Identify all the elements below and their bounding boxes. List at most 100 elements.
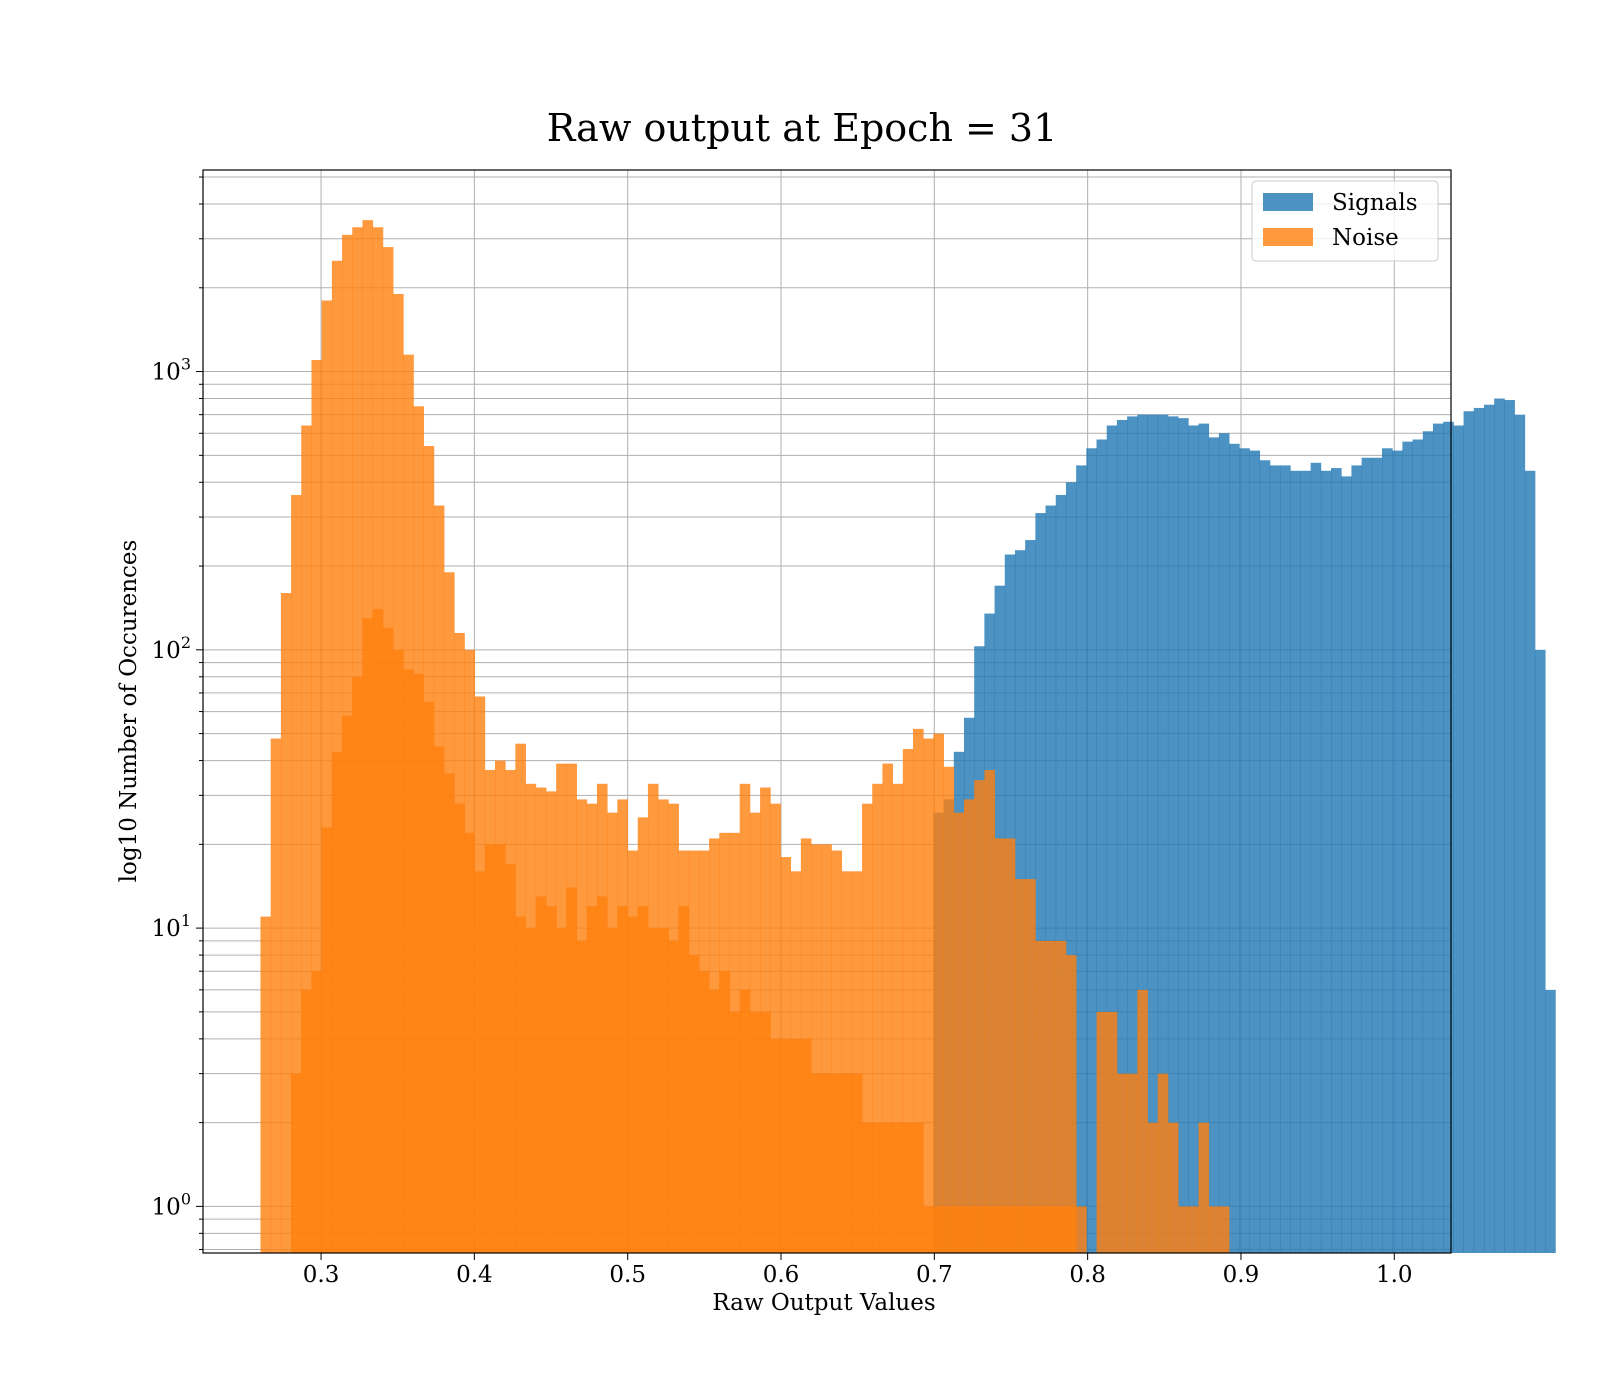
histogram-bar xyxy=(291,495,302,1253)
histogram-bar xyxy=(760,1011,771,1253)
histogram-bar xyxy=(841,1073,853,1253)
histogram-bar xyxy=(749,1011,761,1253)
histogram-bar xyxy=(1351,465,1363,1253)
histogram-bar xyxy=(1178,418,1189,1253)
histogram-bar xyxy=(1422,431,1434,1253)
histogram-bar xyxy=(576,940,588,1253)
histogram-bar xyxy=(637,906,649,1253)
histogram-bar xyxy=(617,906,628,1253)
histogram-bar xyxy=(872,783,883,1253)
histogram-bar xyxy=(1065,1206,1077,1253)
histogram-bar xyxy=(342,715,353,1253)
histogram-bar xyxy=(1025,879,1036,1253)
histogram-bar xyxy=(1290,470,1301,1253)
x-tick-label: 1.0 xyxy=(1376,1262,1413,1288)
histogram-bar xyxy=(1198,423,1210,1253)
histogram-bar xyxy=(464,832,476,1253)
histogram-bar xyxy=(913,728,924,1253)
histogram-bar xyxy=(953,1206,965,1253)
histogram-bar xyxy=(780,1038,792,1253)
histogram-bar xyxy=(321,300,333,1253)
histogram-bar xyxy=(291,1073,302,1253)
histogram-bar xyxy=(331,751,343,1253)
histogram-bar xyxy=(770,803,781,1253)
histogram-bar xyxy=(1035,1206,1046,1253)
histogram-bar xyxy=(943,1206,955,1253)
histogram-bar xyxy=(902,749,914,1253)
histogram-bar xyxy=(851,1073,863,1253)
histogram-bar xyxy=(270,738,282,1253)
histogram-bar xyxy=(851,871,863,1253)
histogram-bar xyxy=(1116,1073,1128,1253)
histogram-bar xyxy=(698,971,710,1253)
histogram-bar xyxy=(311,360,323,1253)
histogram-bar xyxy=(1198,1122,1210,1253)
histogram-bar xyxy=(658,928,669,1253)
legend-label-signals: Signals xyxy=(1332,190,1418,216)
histogram-bar xyxy=(1055,1206,1067,1253)
histogram-bar xyxy=(1167,1122,1179,1253)
legend: Signals Noise xyxy=(1251,180,1439,262)
histogram-bar xyxy=(933,733,944,1253)
histogram-bar xyxy=(933,1206,944,1253)
histogram-bar xyxy=(1167,416,1179,1253)
legend-swatch-noise xyxy=(1263,228,1313,246)
histogram-bar xyxy=(1534,649,1546,1253)
histogram-bar xyxy=(678,906,690,1253)
histogram-bar xyxy=(1504,400,1515,1253)
y-tick-label: 103 xyxy=(152,355,191,386)
histogram-bar xyxy=(474,871,486,1253)
histogram-bar xyxy=(770,1038,781,1253)
histogram-bar xyxy=(1137,414,1148,1253)
histogram-bar xyxy=(352,676,363,1253)
histogram-bar xyxy=(1473,407,1485,1253)
histogram-bar xyxy=(688,955,700,1253)
histogram-bar xyxy=(1331,468,1342,1253)
histogram-bar xyxy=(1392,450,1403,1254)
histogram-bar xyxy=(403,669,414,1253)
histogram-bar xyxy=(301,425,312,1253)
histogram-bar xyxy=(974,780,985,1253)
histogram-bar xyxy=(1035,513,1046,1253)
histogram-bar xyxy=(1096,1011,1108,1253)
histogram-bar xyxy=(1280,465,1291,1253)
histogram-bar xyxy=(984,769,995,1253)
histogram-bar xyxy=(994,1206,1006,1253)
histogram-bar xyxy=(831,1073,843,1253)
histogram-bar xyxy=(525,928,537,1253)
histogram-bar xyxy=(1463,411,1475,1253)
histogram-bar xyxy=(1188,425,1199,1253)
histogram-bar xyxy=(719,971,730,1253)
histogram-bar xyxy=(1045,505,1057,1253)
histogram-bar xyxy=(1178,1206,1189,1253)
histogram-bar xyxy=(566,887,577,1253)
histogram-bar xyxy=(1147,414,1159,1253)
histogram-bar xyxy=(974,1206,985,1253)
histogram-bar xyxy=(1045,940,1057,1253)
histogram-bar xyxy=(821,844,832,1253)
histogram-bar xyxy=(1371,457,1383,1253)
histogram-bar xyxy=(1025,1206,1036,1253)
histogram-bar xyxy=(1076,465,1087,1253)
histogram-bar xyxy=(1310,462,1322,1253)
histogram-bar xyxy=(1341,476,1352,1253)
histogram-bar xyxy=(311,971,323,1253)
histogram-bar xyxy=(892,783,904,1253)
histogram-bar xyxy=(790,1038,802,1253)
x-tick-label: 0.5 xyxy=(609,1262,646,1288)
histogram-bar xyxy=(1300,470,1312,1253)
histogram-bar xyxy=(1361,457,1373,1253)
y-tick-label: 102 xyxy=(152,633,191,664)
histogram-bar xyxy=(1147,1122,1159,1253)
histogram-bar xyxy=(1137,989,1148,1253)
histogram-bar xyxy=(862,803,873,1253)
histogram-bar xyxy=(586,906,598,1253)
histogram-bar xyxy=(1259,460,1271,1253)
histogram-bar xyxy=(1412,439,1424,1253)
histogram-bar xyxy=(1239,448,1250,1253)
histogram-bar xyxy=(505,863,516,1253)
histogram-bar xyxy=(984,1206,995,1253)
histogram-bar xyxy=(1545,989,1556,1253)
histogram-bar xyxy=(862,1122,873,1253)
